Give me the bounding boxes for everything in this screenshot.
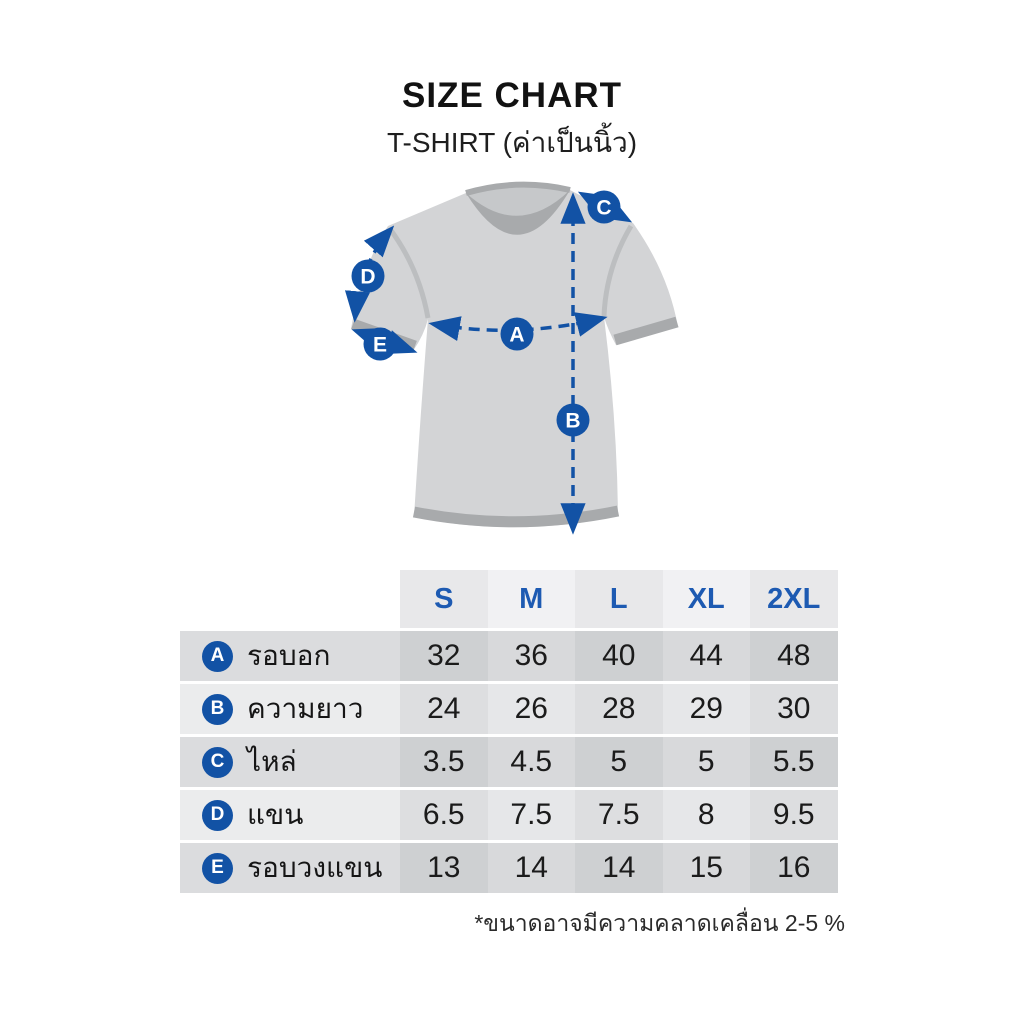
size-column-header-2XL: 2XL bbox=[750, 570, 838, 628]
tolerance-footnote: *ขนาดอาจมีความคลาดเคลื่อน 2-5 % bbox=[474, 910, 845, 936]
size-table: S M L XL 2XL A รอบอก 32 36 40 44 48 B ความยาว 24 26 28 29… bbox=[180, 570, 838, 893]
size-column-header-XL: XL bbox=[662, 570, 750, 628]
value-cell-B-XL: 29 bbox=[662, 684, 750, 734]
row-label-cell-A: A รอบอก bbox=[180, 631, 400, 681]
size-column-header-M: M bbox=[487, 570, 575, 628]
value-cell-E-XL: 15 bbox=[662, 843, 750, 893]
value-cell-E-L: 14 bbox=[575, 843, 663, 893]
measurement-markers: A B C D E bbox=[351, 190, 621, 437]
row-label-text-E: รอบวงแขน bbox=[247, 852, 383, 883]
row-badge-B: B bbox=[202, 693, 233, 725]
marker-letter-A: A bbox=[509, 324, 524, 347]
tshirt-collar-top-edge bbox=[465, 181, 571, 196]
value-cell-D-S: 6.5 bbox=[400, 790, 488, 840]
value-cell-A-L: 40 bbox=[575, 631, 663, 681]
page-title: SIZE CHART bbox=[402, 76, 622, 115]
marker-circle-D bbox=[351, 259, 385, 293]
row-label-text-D: แขน bbox=[247, 799, 304, 830]
row-label-cell-D: D แขน bbox=[180, 790, 400, 840]
value-cell-D-L: 7.5 bbox=[575, 790, 663, 840]
row-label-text-B: ความยาว bbox=[247, 693, 364, 724]
tshirt-left-seam bbox=[387, 227, 431, 319]
measure-line-E-armhole bbox=[351, 327, 418, 355]
marker-circle-E bbox=[363, 327, 397, 361]
size-column-header-S: S bbox=[400, 570, 488, 628]
row-label-cell-C: C ไหล่ bbox=[180, 737, 400, 787]
row-badge-C: C bbox=[202, 746, 233, 778]
tshirt-right-seam bbox=[601, 224, 634, 317]
row-label-text-C: ไหล่ bbox=[247, 746, 297, 777]
value-cell-C-M: 4.5 bbox=[487, 737, 575, 787]
value-cell-D-M: 7.5 bbox=[487, 790, 575, 840]
page-subtitle: T-SHIRT (ค่าเป็นนิ้ว) bbox=[386, 127, 638, 158]
row-badge-D: D bbox=[202, 799, 233, 831]
value-cell-A-2XL: 48 bbox=[750, 631, 838, 681]
row-label-cell-B: B ความยาว bbox=[180, 684, 400, 734]
value-cell-D-2XL: 9.5 bbox=[750, 790, 838, 840]
tshirt-body bbox=[351, 184, 678, 528]
tshirt-right-cuff bbox=[613, 316, 679, 346]
value-cell-E-M: 14 bbox=[487, 843, 575, 893]
row-badge-A: A bbox=[202, 640, 233, 672]
value-cell-A-XL: 44 bbox=[662, 631, 750, 681]
marker-circle-B bbox=[556, 403, 590, 437]
value-cell-B-M: 26 bbox=[487, 684, 575, 734]
marker-circle-A bbox=[500, 317, 534, 351]
value-cell-A-S: 32 bbox=[400, 631, 488, 681]
marker-letter-D: D bbox=[360, 266, 375, 289]
value-cell-A-M: 36 bbox=[487, 631, 575, 681]
value-cell-B-2XL: 30 bbox=[750, 684, 838, 734]
value-cell-C-S: 3.5 bbox=[400, 737, 488, 787]
marker-letter-B: B bbox=[565, 410, 580, 433]
value-cell-E-2XL: 16 bbox=[750, 843, 838, 893]
value-cell-D-XL: 8 bbox=[662, 790, 750, 840]
value-cell-C-2XL: 5.5 bbox=[750, 737, 838, 787]
tshirt-collar-band bbox=[466, 190, 570, 235]
row-label-text-A: รอบอก bbox=[247, 640, 331, 671]
marker-circle-C bbox=[587, 190, 621, 224]
marker-letter-C: C bbox=[596, 197, 611, 220]
tshirt-graphic bbox=[351, 181, 679, 528]
value-cell-B-S: 24 bbox=[400, 684, 488, 734]
value-cell-B-L: 28 bbox=[575, 684, 663, 734]
marker-letter-E: E bbox=[373, 334, 387, 357]
value-cell-C-L: 5 bbox=[575, 737, 663, 787]
row-label-cell-E: E รอบวงแขน bbox=[180, 843, 400, 893]
size-column-header-L: L bbox=[575, 570, 663, 628]
tshirt-bottom-hem bbox=[412, 505, 620, 528]
value-cell-C-XL: 5 bbox=[662, 737, 750, 787]
value-cell-E-S: 13 bbox=[400, 843, 488, 893]
table-corner-cell bbox=[180, 570, 400, 628]
row-badge-E: E bbox=[202, 852, 233, 884]
